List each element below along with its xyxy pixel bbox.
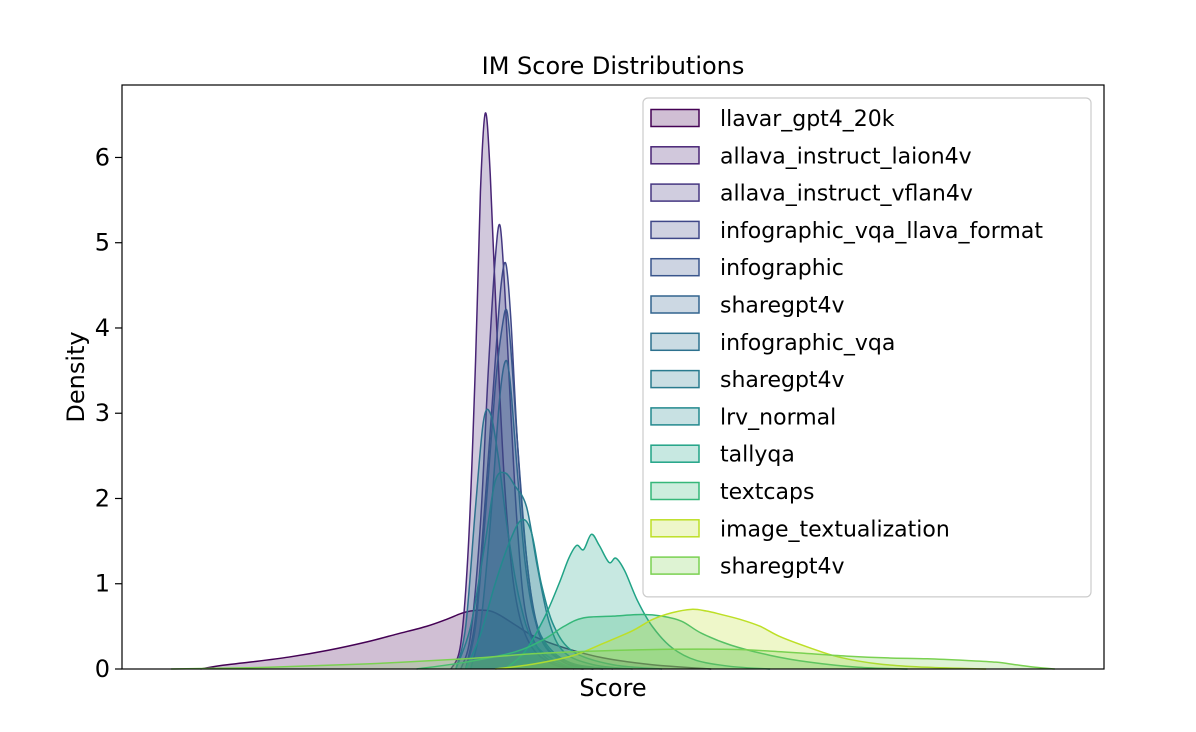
legend-item: lrv_normal <box>650 405 836 430</box>
legend-item: sharegpt4v <box>650 294 845 319</box>
y-tick-label: 2 <box>95 484 110 512</box>
plot-frame <box>121 84 1105 670</box>
legend-item: allava_instruct_vflan4v <box>650 182 973 207</box>
legend-label: infographic_vqa <box>720 331 895 356</box>
density-area-fill <box>460 224 574 669</box>
density-area-fill <box>416 614 908 669</box>
density-series-2 <box>460 223 575 670</box>
density-area-fill <box>455 409 594 669</box>
density-area-fill <box>455 472 633 669</box>
legend-label: lrv_normal <box>720 405 836 430</box>
y-axis-label: Density <box>62 331 90 422</box>
density-curve <box>416 613 908 670</box>
legend-swatch <box>650 407 700 426</box>
density-area-fill <box>465 519 663 669</box>
density-series-6 <box>455 408 594 670</box>
legend-swatch <box>650 481 700 501</box>
legend-swatch <box>650 444 700 463</box>
density-area-fill <box>470 360 613 669</box>
density-series-0 <box>200 609 712 670</box>
legend-label: infographic_vqa_llava_format <box>720 219 1043 244</box>
y-axis: 0 1 2 3 4 5 6 <box>95 143 122 683</box>
y-tick-label: 1 <box>95 570 110 598</box>
legend-swatch <box>650 257 700 277</box>
legend-swatch <box>650 108 700 128</box>
legend-label: infographic <box>720 256 844 281</box>
legend-label: image_textualization <box>720 517 950 542</box>
legend-label: sharegpt4v <box>720 294 845 319</box>
legend-swatch <box>650 519 700 538</box>
legend-label: tallyqa <box>720 443 795 468</box>
density-series-11 <box>495 608 987 670</box>
x-axis-label: Score <box>579 674 646 702</box>
legend-swatch <box>650 183 700 202</box>
density-curve <box>465 518 663 670</box>
legend-label: llavar_gpt4_20k <box>720 107 895 132</box>
density-curve <box>455 408 594 670</box>
density-area-fill <box>495 609 987 669</box>
legend-item: image_textualization <box>650 517 950 542</box>
legend-item: infographic <box>650 256 844 281</box>
legend-item: tallyqa <box>650 443 795 468</box>
legend-swatch <box>650 146 700 165</box>
density-curve <box>469 359 614 670</box>
legend-item: allava_instruct_laion4v <box>650 144 972 169</box>
y-tick-label: 0 <box>95 655 110 683</box>
y-tick-label: 6 <box>95 143 110 171</box>
legend-swatch <box>650 220 700 240</box>
y-tick-label: 3 <box>95 399 110 427</box>
legend-label: sharegpt4v <box>720 555 845 580</box>
chart-title: IM Score Distributions <box>482 52 745 80</box>
legend-item: infographic_vqa_llava_format <box>650 219 1043 244</box>
legend-item: llavar_gpt4_20k <box>650 107 895 132</box>
density-series-5 <box>469 359 614 670</box>
density-curve <box>464 308 604 670</box>
legend-item: sharegpt4v <box>650 555 845 580</box>
density-series-12 <box>171 648 1055 670</box>
legend-item: sharegpt4v <box>650 368 845 393</box>
density-area-fill <box>171 649 1055 669</box>
density-areas <box>171 112 1055 670</box>
legend-swatch <box>650 332 700 352</box>
density-series-8 <box>465 518 663 670</box>
legend-frame <box>642 97 1092 598</box>
legend: llavar_gpt4_20k allava_instruct_laion4val… <box>642 97 1092 598</box>
legend-label: allava_instruct_laion4v <box>720 144 972 169</box>
legend-swatch <box>650 369 700 389</box>
legend-item: textcaps <box>650 480 814 505</box>
legend-label: allava_instruct_vflan4v <box>720 182 973 207</box>
legend-swatch <box>650 556 700 575</box>
density-series-10 <box>416 613 908 670</box>
density-curve <box>495 608 987 670</box>
legend-swatch <box>650 295 700 314</box>
density-curve <box>200 609 712 670</box>
density-area-fill <box>200 610 712 669</box>
density-curve <box>171 648 1055 670</box>
density-curve <box>450 112 584 670</box>
legend-label: sharegpt4v <box>720 368 845 393</box>
density-curve <box>464 261 594 670</box>
y-tick-label: 5 <box>95 229 110 257</box>
density-curve <box>460 223 575 670</box>
legend-item: infographic_vqa <box>650 331 895 356</box>
legend-label: textcaps <box>720 480 814 505</box>
y-tick-label: 4 <box>95 314 110 342</box>
